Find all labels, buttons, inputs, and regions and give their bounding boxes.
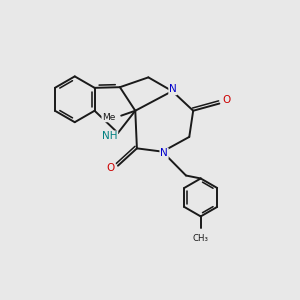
Text: CH₃: CH₃ <box>193 234 209 243</box>
Text: Me: Me <box>102 113 115 122</box>
Text: O: O <box>106 163 115 173</box>
Text: N: N <box>169 85 177 94</box>
Text: O: O <box>222 95 231 105</box>
Text: NH: NH <box>102 131 118 141</box>
Text: N: N <box>160 148 168 158</box>
